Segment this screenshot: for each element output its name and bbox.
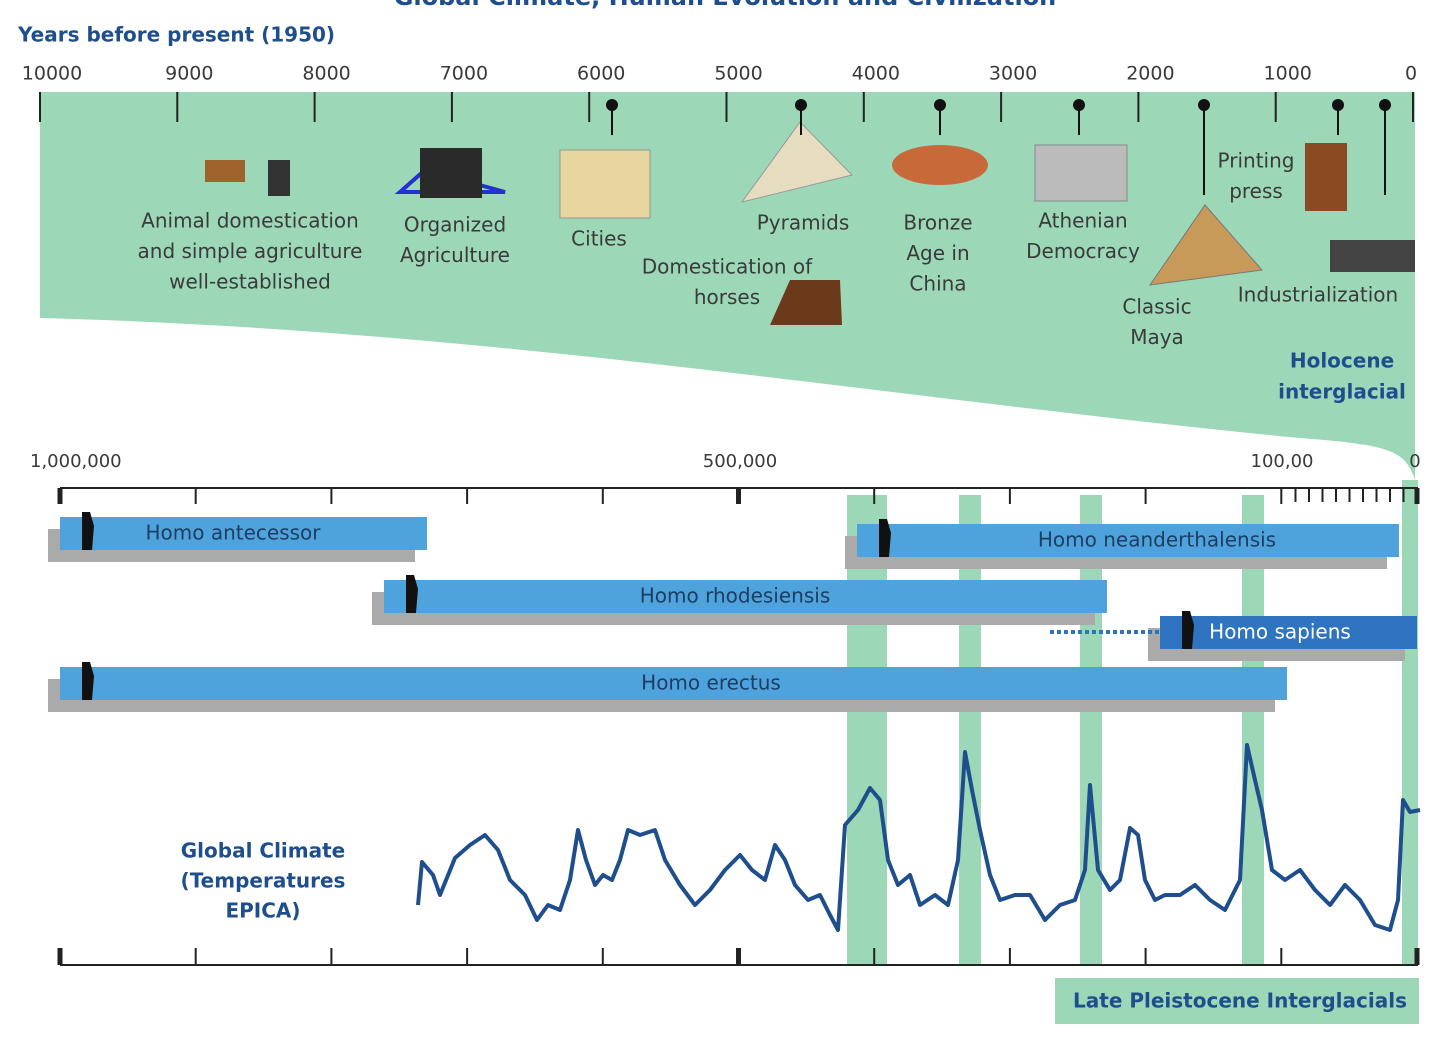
event-label: Agriculture [400, 243, 510, 267]
species-figure [406, 575, 418, 613]
top-tick-label: 6000 [577, 63, 625, 85]
bottom-tick-label: 0 [1409, 451, 1420, 472]
species-bar [60, 517, 427, 550]
bottom-tick-label: 500,000 [703, 451, 777, 472]
climate-label: EPICA) [225, 899, 300, 923]
event-label: Age in [906, 241, 969, 265]
top-tick-label: 3000 [989, 63, 1037, 85]
species-figure [82, 662, 94, 700]
event-label: China [909, 272, 966, 296]
event-label: Organized [404, 213, 506, 237]
event-label: Bronze [903, 211, 972, 235]
species-bar [60, 667, 1287, 700]
event-label: Maya [1130, 325, 1184, 349]
bottom-tick-label: 100,00 [1251, 451, 1314, 472]
top-tick-label: 8000 [302, 63, 350, 85]
event-label: Pyramids [757, 211, 850, 235]
climate-curve [416, 743, 1421, 932]
event-label: Classic [1122, 295, 1191, 319]
top-tick-label: 7000 [440, 63, 488, 85]
interglacial-box [1055, 978, 1419, 1024]
pin-head [795, 99, 807, 111]
top-tick-label: 10000 [22, 63, 82, 85]
species-bar [857, 524, 1399, 557]
event-label: press [1229, 179, 1283, 203]
pin-head [1379, 99, 1391, 111]
top-tick-label: 1000 [1264, 63, 1312, 85]
species-label: Homo erectus [641, 671, 781, 695]
pin-head [1198, 99, 1210, 111]
species-bar [384, 580, 1107, 613]
holocene-label: interglacial [1278, 380, 1406, 404]
top-tick-label: 2000 [1126, 63, 1174, 85]
event-label: well-established [169, 270, 331, 294]
bottom-tick-label: 1,000,000 [30, 451, 122, 472]
event-label: and simple agriculture [138, 239, 363, 263]
event-label: Printing [1218, 149, 1295, 173]
holocene-label: Holocene [1290, 349, 1394, 373]
title: Global Climate, Human Evolution and Civi… [394, 0, 1057, 11]
pin-head [1073, 99, 1085, 111]
top-tick-label: 0 [1405, 63, 1417, 85]
event-label: Cities [571, 227, 627, 251]
event-label: Industrialization [1238, 283, 1398, 307]
species-bar [1160, 616, 1417, 649]
species-label: Homo rhodesiensis [640, 584, 831, 608]
pin-head [606, 99, 618, 111]
climate-label: (Temperatures [181, 869, 346, 893]
top-tick-label: 4000 [852, 63, 900, 85]
top-tick-label: 9000 [165, 63, 213, 85]
event-label: Athenian [1038, 209, 1127, 233]
pin-head [1332, 99, 1344, 111]
icons [205, 121, 1415, 325]
species-label: Homo neanderthalensis [1038, 528, 1276, 552]
species-label: Homo antecessor [145, 521, 321, 545]
top-axis-label: Years before present (1950) [17, 23, 335, 47]
event-label: horses [694, 285, 760, 309]
top-tick-label: 5000 [714, 63, 762, 85]
species-figure [82, 512, 94, 550]
pin-head [934, 99, 946, 111]
species-label: Homo sapiens [1209, 620, 1351, 644]
event-label: Animal domestication [141, 209, 359, 233]
event-label: Democracy [1026, 239, 1140, 263]
event-label: Domestication of [642, 255, 813, 279]
species-figure [1182, 611, 1194, 649]
interglacial-label: Late Pleistocene Interglacials [1073, 989, 1407, 1013]
species-figure [879, 519, 891, 557]
climate-label: Global Climate [181, 839, 346, 863]
